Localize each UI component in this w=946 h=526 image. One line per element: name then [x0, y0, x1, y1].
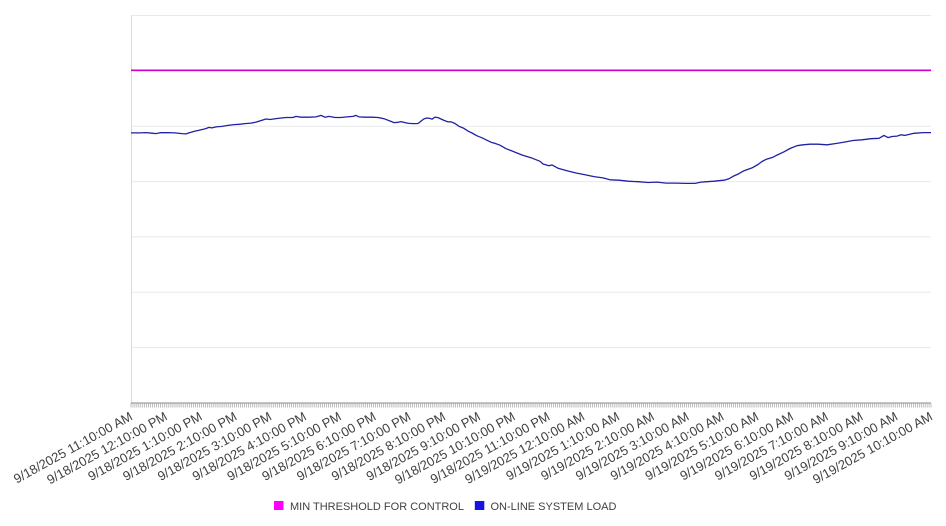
svg-text:MIN THRESHOLD FOR CONTROL: MIN THRESHOLD FOR CONTROL	[290, 501, 464, 513]
svg-text:ON-LINE SYSTEM LOAD: ON-LINE SYSTEM LOAD	[491, 501, 617, 513]
